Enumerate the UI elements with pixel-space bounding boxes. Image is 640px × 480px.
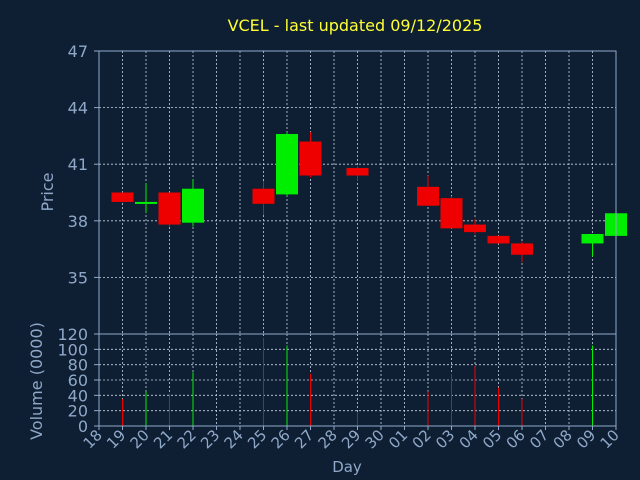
candle-body	[158, 192, 181, 225]
price-tick-labels: 35 38 41 44 47	[68, 42, 99, 287]
price-tick-label: 47	[68, 42, 88, 61]
candle-body	[440, 198, 463, 229]
candle-body	[276, 134, 298, 195]
volume-tick-label: 40	[68, 386, 88, 405]
candles	[111, 132, 627, 263]
price-tick-label: 35	[68, 268, 88, 287]
x-axis-label: Day	[332, 458, 362, 476]
candle-body	[464, 224, 486, 233]
price-axis-label: Price	[38, 172, 57, 211]
candle-body	[111, 192, 134, 202]
price-panel: 35 38 41 44 47	[68, 42, 627, 335]
volume-tick-label: 80	[68, 356, 88, 375]
candle-body	[417, 186, 439, 206]
price-tick-label: 41	[68, 155, 88, 174]
volume-tick-label: 0	[78, 417, 88, 436]
chart-title: VCEL - last updated 09/12/2025	[228, 16, 483, 35]
volume-tick-label: 120	[57, 325, 88, 344]
candle-body	[346, 167, 369, 176]
volume-tick-label: 60	[68, 371, 88, 390]
candle-body	[299, 141, 322, 176]
volume-tick-label: 20	[68, 402, 88, 421]
x-tick-labels: 1819202122232425262728293001020304050607…	[80, 426, 623, 452]
volume-tick-label: 100	[57, 340, 88, 359]
candle-body	[135, 201, 157, 204]
candle-body	[252, 188, 275, 204]
volume-axis-label: Volume (0000)	[27, 322, 46, 440]
candle-body	[182, 188, 204, 223]
candle-body	[487, 235, 510, 244]
candle-body	[581, 234, 604, 244]
price-tick-label: 38	[68, 212, 88, 231]
candle-body	[511, 243, 533, 255]
price-tick-label: 44	[68, 99, 88, 118]
